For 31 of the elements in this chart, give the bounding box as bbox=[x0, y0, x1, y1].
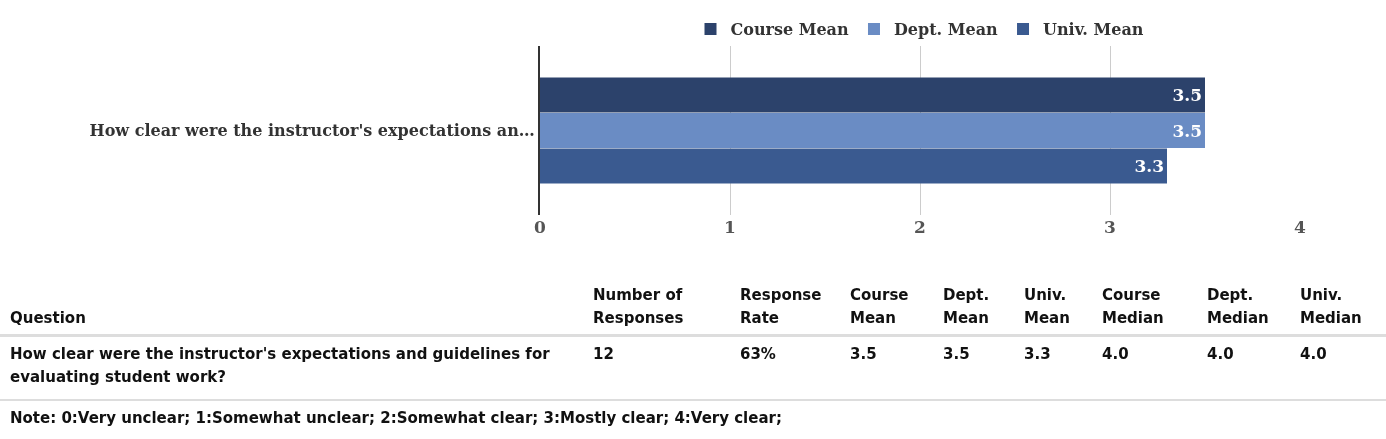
x-tick-label: 4 bbox=[1294, 217, 1307, 237]
text: How clear were the instructor's expectations and guidelines for evaluating student work? bbox=[9, 344, 551, 388]
text: 4.0 bbox=[1101, 344, 1130, 365]
text: 4.0 bbox=[1206, 344, 1235, 365]
text: 3.5 bbox=[942, 344, 971, 365]
category-label: Number of Responses bbox=[583, 280, 730, 336]
category-label: Response Rate bbox=[730, 280, 840, 336]
category-label: Dept. Mean bbox=[933, 280, 1014, 336]
text: 3.3 bbox=[1023, 344, 1052, 365]
y-tick-label: How clear were the instructor's expectations an… bbox=[89, 121, 535, 141]
x-tick-label: 0 bbox=[534, 217, 547, 237]
data-label: 3.5 bbox=[1172, 120, 1202, 141]
legend-label: Course Mean bbox=[730, 20, 849, 40]
category-label: Question bbox=[0, 280, 583, 336]
x-tick-label: 3 bbox=[1104, 217, 1116, 237]
legend-label: Dept. Mean bbox=[893, 20, 999, 40]
category-label: Course Median bbox=[1092, 280, 1197, 336]
category-label: Univ. Mean bbox=[1014, 280, 1092, 336]
category-label: Course Mean bbox=[840, 280, 933, 336]
text: 3.5 bbox=[849, 344, 878, 365]
text: 4.0 bbox=[1299, 344, 1328, 365]
x-tick-label: 2 bbox=[914, 217, 926, 237]
category-label: Univ. Median bbox=[1290, 280, 1386, 336]
text: Note: 0:Very unclear; 1:Somewhat unclear; 2:Somewhat clear; 3:Mostly clear; 4:Very clear; bbox=[0, 400, 1386, 439]
data-label: 3.3 bbox=[1134, 155, 1164, 176]
data-label: 3.5 bbox=[1172, 85, 1202, 106]
legend-label: Univ. Mean bbox=[1043, 20, 1144, 40]
text: 63% bbox=[739, 344, 777, 365]
category-label: Dept. Median bbox=[1197, 280, 1290, 336]
x-tick-label: 1 bbox=[724, 217, 736, 237]
text: 12 bbox=[592, 344, 615, 365]
